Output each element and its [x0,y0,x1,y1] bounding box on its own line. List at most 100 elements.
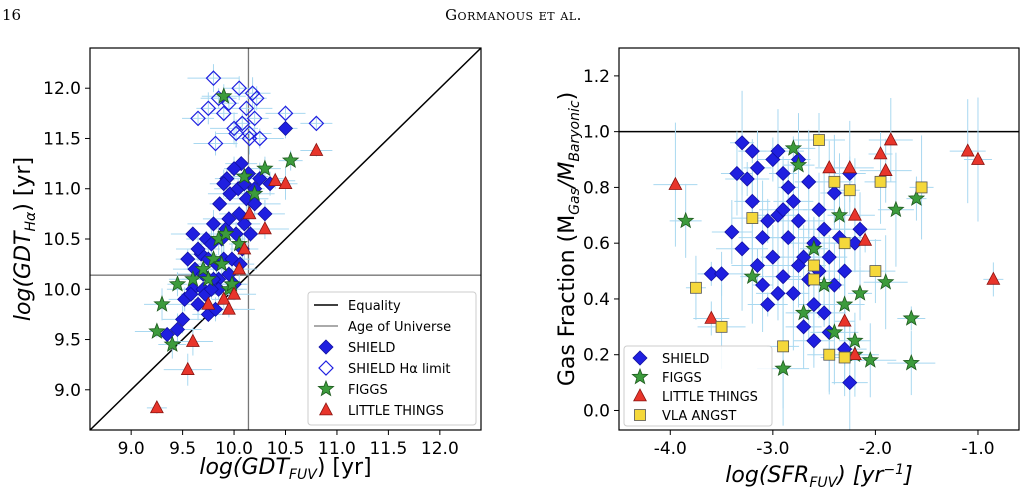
data-point [184,270,202,287]
data-point [180,361,195,375]
data-point [760,213,776,229]
data-point [247,196,263,212]
data-point [775,202,791,218]
data-point [235,167,254,184]
data-point [770,285,786,301]
data-point [241,125,258,142]
data-point [739,171,755,187]
data-point [838,237,851,250]
data-point [277,120,294,136]
data-point [223,275,241,292]
data-point [873,146,888,160]
data-point [760,296,776,313]
x-tick-label: 10.5 [267,439,305,459]
data-point [715,320,728,333]
data-point [805,239,823,257]
data-point [213,254,231,272]
data-point [837,263,853,279]
legend-key-marker [633,388,647,402]
data-point [237,241,252,255]
data-point [230,234,248,252]
data-point [205,70,222,87]
data-point [775,269,791,285]
data-point [842,375,858,391]
data-point [807,273,820,286]
data-point [902,309,920,326]
x-axis-label: log(SFRFUV) [yr−1] [725,462,912,491]
data-point [248,90,265,107]
data-point [205,216,222,232]
data-point [825,323,844,340]
data-point [677,211,695,229]
data-point [794,303,813,321]
data-point [163,335,181,352]
data-point [822,160,837,174]
x-tick-label: -1.0 [961,439,994,459]
data-point [153,295,171,312]
y-tick-label: 12.0 [43,79,81,99]
data-point [238,100,255,117]
legend-box [307,291,477,426]
series-shield-h-limit [190,70,325,152]
running-head: Gormanous et al. [445,6,582,24]
data-point [231,80,248,97]
data-point [252,171,268,187]
data-point [690,281,702,294]
data-point [703,266,719,282]
data-point [203,281,219,297]
data-point [226,161,242,177]
data-point [780,179,796,195]
data-point [190,296,206,312]
x-tick-label: -3.0 [756,439,789,459]
data-point [236,216,252,232]
series-little-things [668,132,1001,361]
data-point [217,224,235,242]
data-point [216,176,232,192]
data-point [201,296,216,310]
data-point [743,267,761,285]
data-point [183,286,199,302]
data-point [199,270,217,287]
data-point [221,301,236,315]
data-point [869,265,882,277]
legend-label: LITTLE THINGS [348,404,444,419]
data-point [244,85,261,102]
y-tick-label: 0.0 [583,401,610,421]
data-point [807,259,820,272]
data-point [749,160,766,176]
data-point [704,310,719,324]
data-point [801,174,817,190]
data-point [852,221,868,237]
data-point [878,162,893,176]
x-ticks: -4.0 -3.0 -2.0 -1.0 [654,430,995,459]
data-point [823,348,836,361]
y-tick-label: 10.0 [43,280,81,300]
data-point [835,295,854,312]
data-point [755,230,771,246]
data-point [847,346,862,361]
data-point [960,143,975,157]
data-point [221,95,237,112]
data-point [204,249,223,267]
data-point [784,139,803,156]
data-point [241,130,258,147]
data-point [185,226,201,242]
data-point [724,224,740,240]
data-point [780,230,796,246]
data-point [245,184,264,202]
x-tick-label: 11.0 [318,439,356,459]
data-point [744,193,760,209]
series-vla-angst [690,134,928,364]
y-tick-label: 1.2 [583,67,610,87]
legend-box [623,345,773,427]
series-little-things [149,142,324,414]
data-point [790,257,807,274]
data-point [308,115,325,132]
data-point [770,143,786,159]
y-ticks: 0.0 0.2 0.4 0.6 0.8 1.0 1.2 [583,67,619,421]
legend-key-marker [317,379,335,397]
y-axis-label: log(GDTHα) [yr] [11,157,39,321]
y-tick-label: 9.5 [54,331,81,351]
data-point [971,151,985,165]
legend: SHIELD FIGGS LITTLE THINGS VLA ANGST [623,345,773,427]
